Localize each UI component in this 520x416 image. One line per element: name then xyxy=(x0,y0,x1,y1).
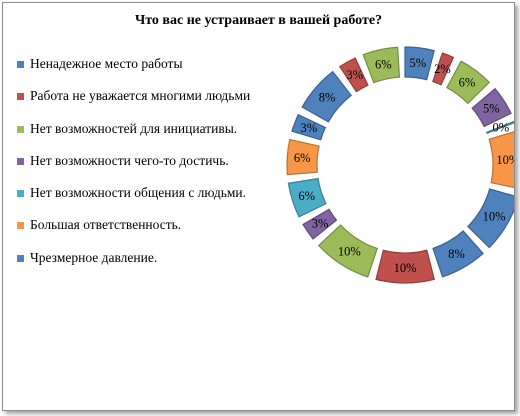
legend-swatch xyxy=(17,61,24,68)
data-label: 10% xyxy=(483,210,506,224)
data-label: 5% xyxy=(483,102,500,116)
data-label: 6% xyxy=(375,57,392,71)
data-label: 8% xyxy=(319,91,336,105)
donut-segment xyxy=(317,224,378,278)
donut-segment xyxy=(375,249,435,284)
donut-segment xyxy=(302,208,338,240)
data-label: 3% xyxy=(312,216,329,230)
legend-label: Нет возможности чего-то достичь. xyxy=(30,152,229,168)
data-label: 3% xyxy=(300,121,317,135)
legend-label: Работа не уважается многими людьми xyxy=(30,88,251,104)
legend-label: Нет возможности общения с людьми. xyxy=(30,185,246,201)
donut-segment xyxy=(446,60,491,105)
legend-label: Ненадежное место работы xyxy=(30,56,183,71)
legend-label: Большая ответственность. xyxy=(30,217,182,233)
donut-chart: 5% 2% 6% 5% 0% 10% 10% 8% 10% 10% 3% 6% 6% 3% 8% 3% 6% xyxy=(286,46,514,284)
donut-segment xyxy=(287,177,327,218)
donut-segment xyxy=(291,113,327,141)
data-label: 3% xyxy=(346,68,363,82)
data-label: 2% xyxy=(434,62,451,76)
data-label: 10% xyxy=(496,153,514,167)
legend-swatch xyxy=(17,222,24,230)
legend-item: Нет возможности общения с людьми. xyxy=(17,185,250,217)
legend-label: Чрезмерное давление. xyxy=(30,249,158,265)
legend: Ненадежное место работы Работа не уважае… xyxy=(17,56,250,282)
legend-swatch xyxy=(17,190,24,198)
chart-area: Что вас не устраивает в вашей работе? Не… xyxy=(2,2,515,411)
data-label: 6% xyxy=(459,76,476,90)
donut-segment xyxy=(467,188,514,249)
data-label: 5% xyxy=(409,56,426,70)
donut-segment xyxy=(339,57,369,93)
donut-segment xyxy=(488,131,514,189)
donut-segment xyxy=(432,52,455,86)
data-label: 8% xyxy=(448,247,465,261)
legend-item: Ненадежное место работы xyxy=(17,56,250,88)
legend-swatch xyxy=(17,93,24,101)
donut-segment xyxy=(471,87,512,128)
data-label: 0% xyxy=(493,120,510,134)
data-label: 6% xyxy=(298,189,315,203)
data-label: 10% xyxy=(394,261,417,275)
chart-title: Что вас не устраивает в вашей работе? xyxy=(134,13,383,28)
donut-segment xyxy=(362,46,401,84)
legend-swatch xyxy=(17,125,24,133)
legend-item: Работа не уважается многими людьми xyxy=(17,88,250,120)
legend-swatch xyxy=(17,157,24,165)
legend-item: Чрезмерное давление. xyxy=(17,250,250,282)
legend-item: Нет возможностей для инициативы. xyxy=(17,121,250,153)
donut-segment xyxy=(301,70,353,123)
donut-segment xyxy=(286,138,320,176)
legend-label: Нет возможностей для инициативы. xyxy=(30,120,238,136)
donut-segment xyxy=(485,120,514,135)
legend-swatch xyxy=(17,254,24,262)
donut-segment xyxy=(432,230,484,278)
data-label: 6% xyxy=(294,151,311,165)
legend-item: Большая ответственность. xyxy=(17,217,250,249)
donut-segment xyxy=(404,46,435,81)
data-label: 10% xyxy=(338,245,361,259)
legend-item: Нет возможности чего-то достичь. xyxy=(17,153,250,185)
